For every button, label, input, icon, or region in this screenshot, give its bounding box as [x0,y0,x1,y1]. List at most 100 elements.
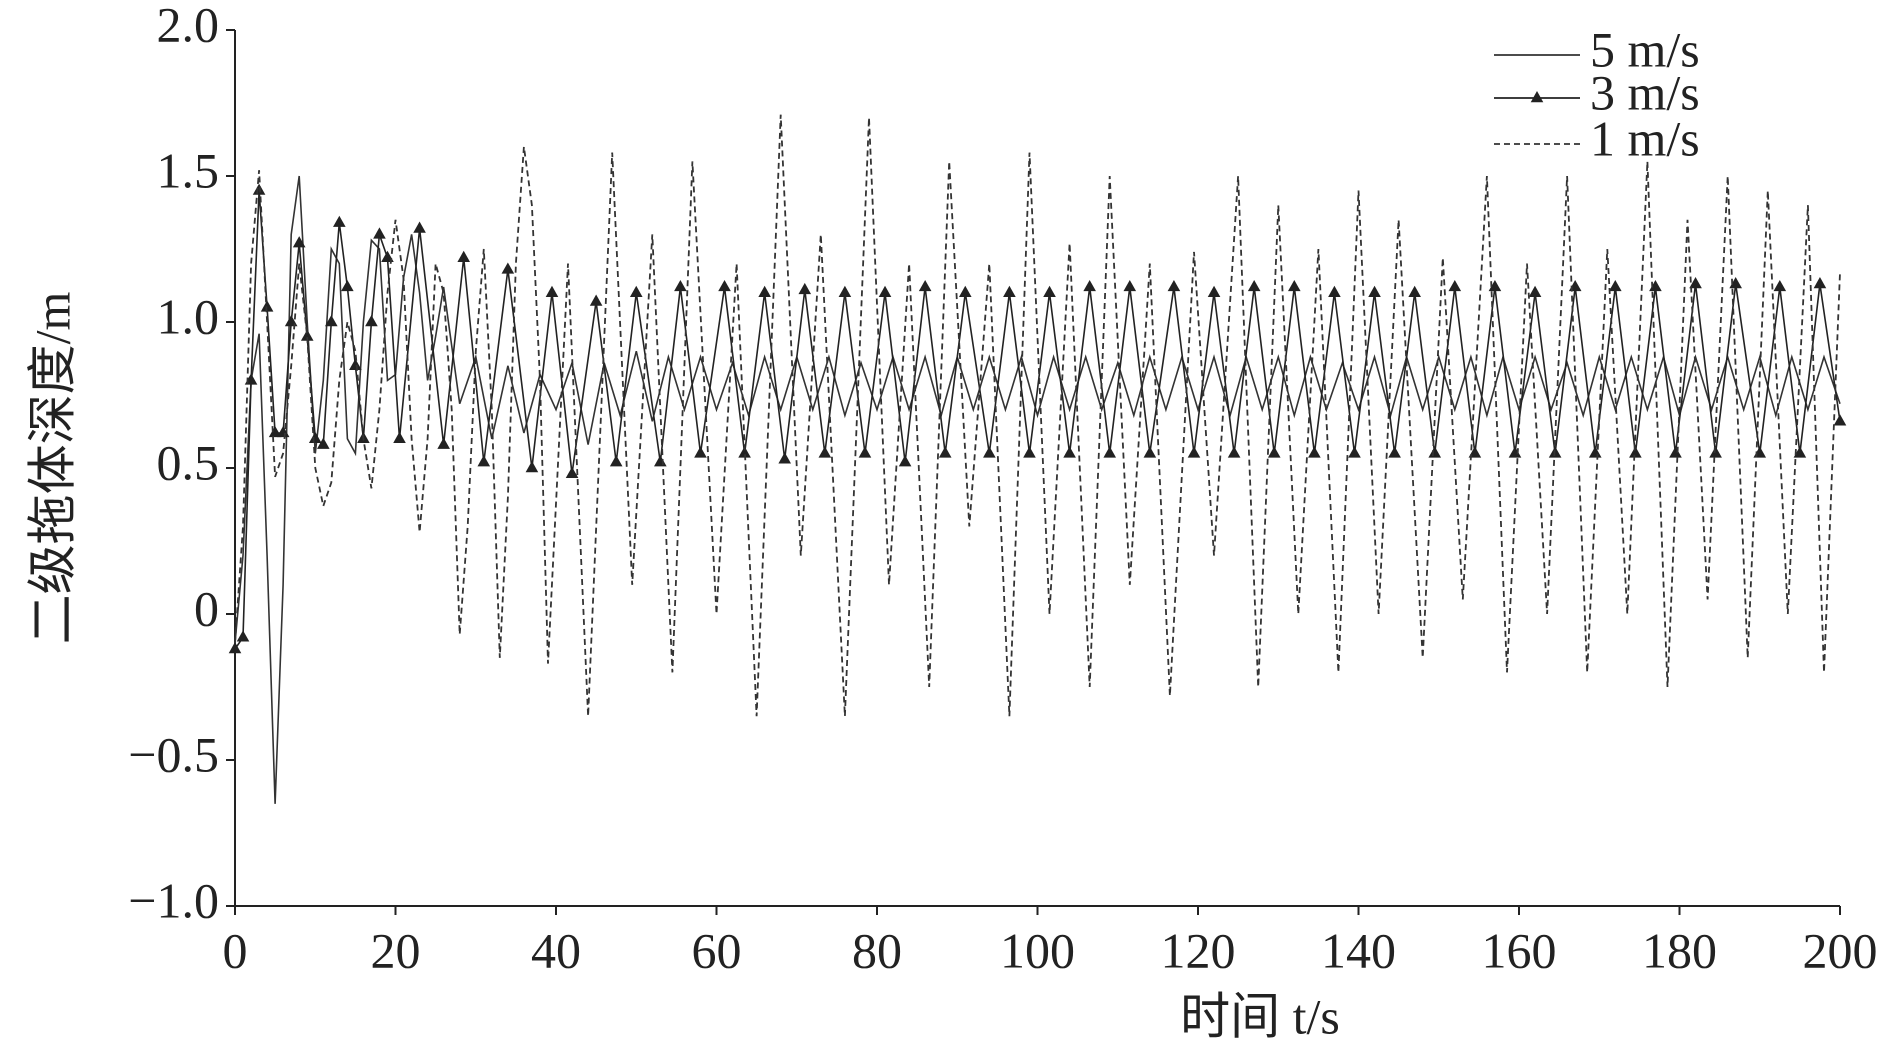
y-axis-title: 二级拖体深度/m [24,292,80,645]
marker [1328,285,1341,297]
marker [1388,446,1401,458]
x-tick-label: 200 [1803,922,1878,978]
marker [738,446,751,458]
marker [1247,279,1261,292]
x-tick-label: 100 [1000,922,1075,978]
series-line [234,114,1841,717]
marker [609,455,623,467]
marker [228,642,242,654]
marker [1408,285,1421,297]
marker [1267,446,1281,458]
marker [1167,279,1181,292]
x-tick-label: 20 [371,922,421,978]
marker [858,446,872,458]
marker [938,446,952,458]
marker [308,431,322,443]
series-line [234,175,1841,804]
marker [393,431,406,443]
y-tick-label: 0.5 [157,434,220,490]
marker [545,285,559,297]
marker [1709,446,1722,458]
marker [1143,446,1157,458]
marker [437,437,450,449]
marker [316,437,330,449]
y-tick-label: −1.0 [128,872,219,928]
marker [1508,446,1522,458]
x-tick-label: 140 [1321,922,1396,978]
marker [1043,285,1056,297]
marker [589,294,603,306]
marker [1308,446,1321,458]
marker [1649,279,1662,292]
marker [1629,446,1642,458]
marker [1773,279,1787,292]
marker [958,285,972,297]
marker [1103,446,1117,458]
marker [260,300,274,312]
marker [413,221,426,233]
x-tick-label: 180 [1642,922,1717,978]
legend-label: 5 m/s [1590,21,1700,77]
marker [365,315,378,327]
marker [1348,446,1361,458]
marker [252,183,266,195]
marker [1288,279,1301,292]
marker [1528,285,1542,297]
marker [501,262,515,274]
marker [333,215,346,227]
marker [654,455,667,467]
marker [268,425,282,438]
marker [694,446,707,458]
marker [457,250,471,262]
series-line [234,190,1841,650]
marker [1833,414,1847,426]
legend-marker [1530,91,1544,103]
x-axis-title: 时间 t/s [1180,988,1340,1044]
marker [674,279,687,292]
x-tick-label: 160 [1482,922,1557,978]
y-tick-label: 2.0 [157,0,220,52]
y-tick-label: 0 [194,580,219,636]
marker [1083,279,1096,292]
marker [525,461,539,473]
marker [1488,279,1502,292]
marker [718,279,731,292]
marker [1368,285,1381,297]
marker [758,285,771,297]
marker [1428,446,1442,458]
marker [341,279,354,292]
marker [1609,279,1622,292]
marker [798,282,812,295]
marker [1227,446,1241,458]
marker [1063,446,1076,458]
x-tick-label: 80 [852,922,902,978]
marker [1753,446,1767,458]
marker [1588,446,1602,458]
marker [1023,446,1036,458]
marker [1729,277,1742,289]
x-tick-label: 0 [223,922,248,978]
marker [1003,285,1016,297]
legend-label: 1 m/s [1590,110,1700,166]
x-tick-label: 60 [692,922,742,978]
marker [878,285,892,297]
x-tick-label: 40 [531,922,581,978]
y-tick-label: −0.5 [128,726,219,782]
marker [1187,446,1201,458]
marker [1123,279,1137,292]
marker [918,279,932,292]
marker [292,236,306,248]
marker [373,227,386,239]
y-tick-label: 1.5 [157,142,220,198]
marker [898,455,912,467]
marker [1793,446,1807,458]
marker [565,466,579,479]
marker [838,285,852,297]
marker [818,446,832,458]
marker [629,285,643,297]
marker [349,358,362,370]
marker [236,630,250,642]
marker [983,446,996,458]
